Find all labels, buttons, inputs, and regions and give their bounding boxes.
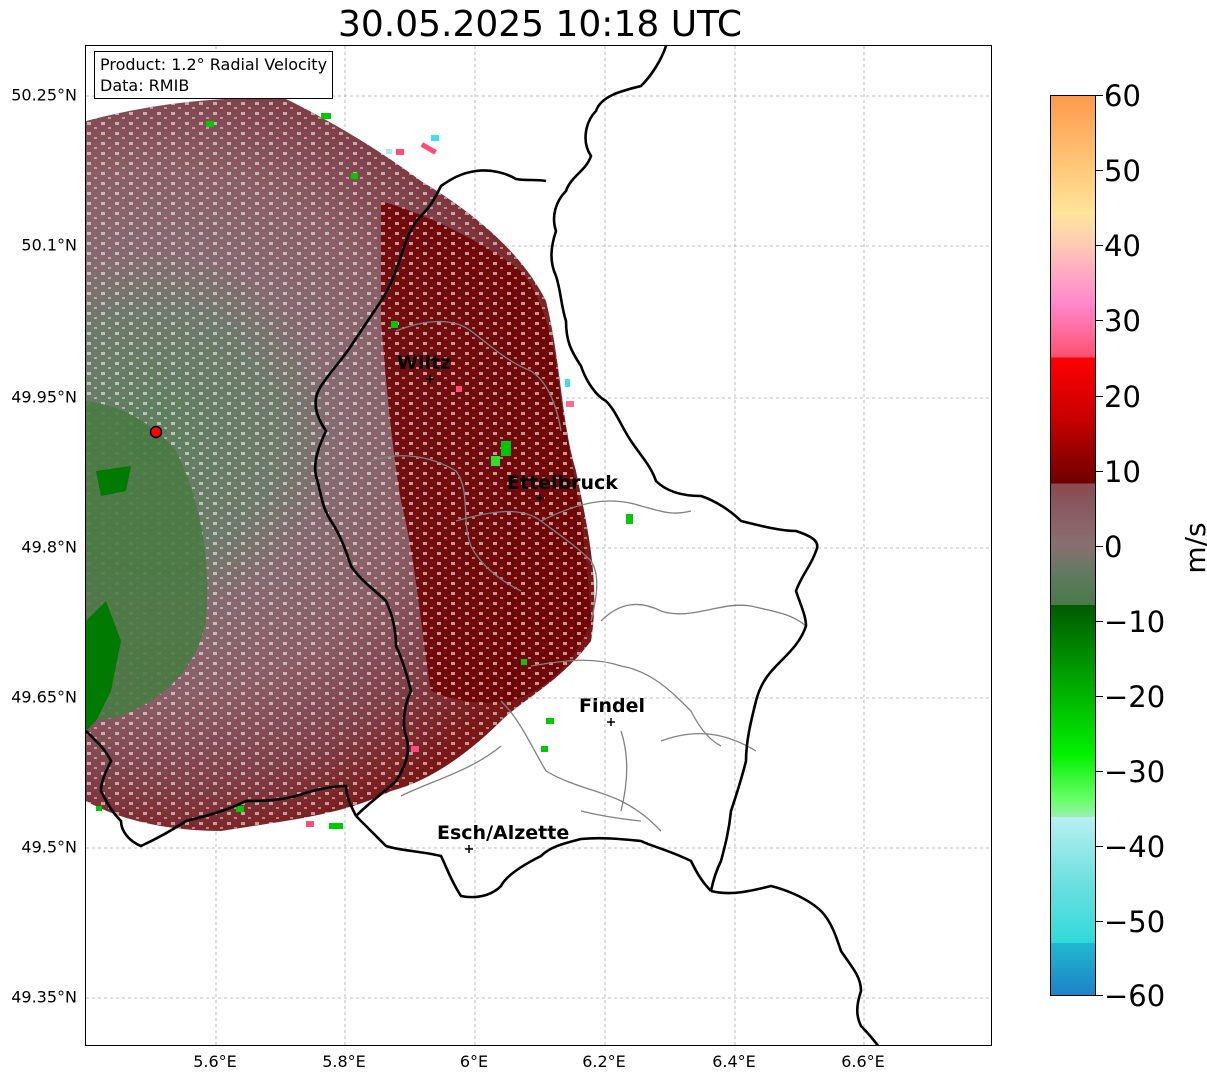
lat-tick-label: 50.1°N <box>21 235 77 255</box>
city-label-ettelbruck: Ettelbruck <box>507 472 618 494</box>
lon-tick-label: 5.6°E <box>193 1052 237 1071</box>
lat-tick-label: 49.95°N <box>11 387 77 407</box>
colorbar-tick-label: 0 <box>1104 530 1123 564</box>
colorbar-tick-label: −30 <box>1104 755 1166 789</box>
plot-title: 30.05.2025 10:18 UTC <box>337 4 743 45</box>
colorbar-tick-label: 40 <box>1104 229 1141 263</box>
city-markers <box>426 375 615 853</box>
radar-map: Wiltz Ettelbruck Findel Esch/Alzette <box>85 45 992 1046</box>
colorbar <box>1050 95 1096 996</box>
city-label-wiltz: Wiltz <box>397 352 451 374</box>
lon-tick-label: 5.8°E <box>322 1052 366 1071</box>
colorbar-tick-label: −50 <box>1104 905 1166 939</box>
country-border <box>86 46 880 1045</box>
product-label: Product: 1.2° Radial Velocity <box>100 55 328 74</box>
colorbar-unit-label: m/s <box>1179 522 1207 574</box>
colorbar-gradient <box>1051 96 1095 995</box>
colorbar-tick-label: −40 <box>1104 830 1166 864</box>
lat-tick-label: 49.65°N <box>11 687 77 707</box>
product-info-box: Product: 1.2° Radial Velocity Data: RMIB <box>94 51 334 99</box>
radar-site-marker <box>149 425 163 439</box>
data-source-label: Data: RMIB <box>100 76 190 95</box>
colorbar-tick-label: −10 <box>1104 605 1166 639</box>
lat-tick-label: 49.35°N <box>11 987 77 1007</box>
colorbar-tick-label: 60 <box>1104 79 1141 113</box>
velocity-speckles <box>96 113 633 829</box>
city-label-esch-alzette: Esch/Alzette <box>437 822 569 844</box>
radar-velocity-field <box>86 98 595 831</box>
city-label-findel: Findel <box>579 695 645 717</box>
lat-tick-label: 50.25°N <box>11 85 77 105</box>
colorbar-tick-label: 30 <box>1104 304 1141 338</box>
lat-tick-label: 49.5°N <box>21 837 77 857</box>
colorbar-tick-label: 50 <box>1104 154 1141 188</box>
lon-tick-label: 6.4°E <box>712 1052 756 1071</box>
lon-tick-label: 6.6°E <box>841 1052 885 1071</box>
colorbar-tick-label: 20 <box>1104 380 1141 414</box>
colorbar-tick-label: 10 <box>1104 455 1141 489</box>
colorbar-tick-label: −60 <box>1104 979 1166 1013</box>
map-canvas: Wiltz Ettelbruck Findel Esch/Alzette <box>86 46 991 1045</box>
lon-tick-label: 6.2°E <box>582 1052 626 1071</box>
canton-borders <box>370 320 807 832</box>
lat-tick-label: 49.8°N <box>21 537 77 557</box>
lon-tick-label: 6°E <box>459 1052 489 1071</box>
colorbar-tick-label: −20 <box>1104 680 1166 714</box>
